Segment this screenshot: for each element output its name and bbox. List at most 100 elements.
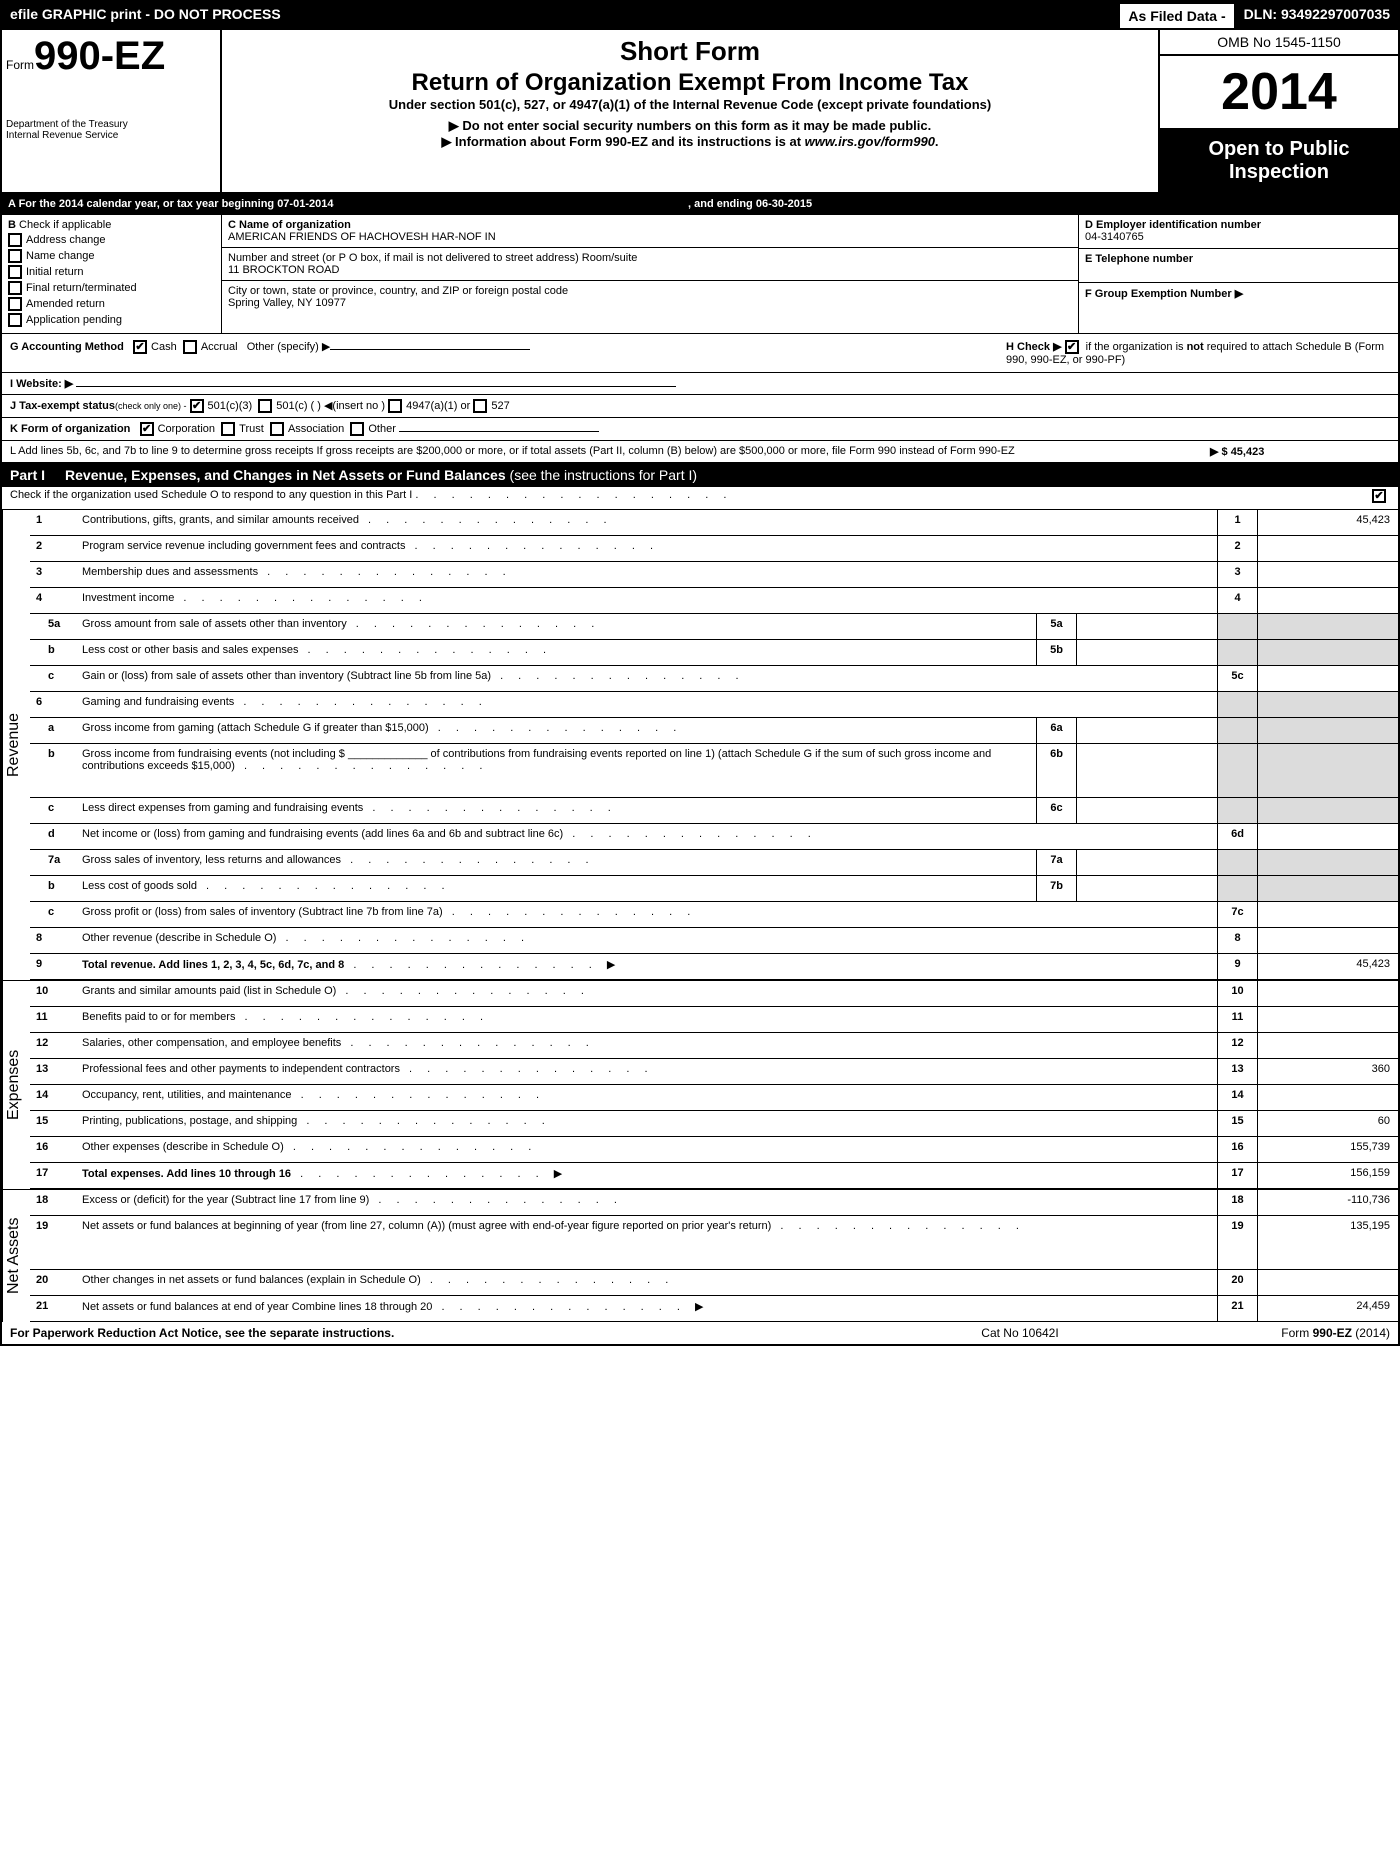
sub-num: 5a (1037, 614, 1077, 639)
sub-num: 6a (1037, 718, 1077, 743)
footer-mid: Cat No 10642I (870, 1326, 1170, 1340)
j-sub: (check only one) - (115, 401, 187, 411)
chk-other-org[interactable] (350, 422, 364, 436)
row-desc: Gaming and fundraising events . . . . . … (76, 692, 1217, 717)
table-row: 7aGross sales of inventory, less returns… (30, 850, 1398, 876)
right-num: 8 (1218, 928, 1258, 953)
chk-accrual[interactable] (183, 340, 197, 354)
right-box: 2124,459 (1217, 1296, 1398, 1321)
k-label: K Form of organization (10, 423, 130, 435)
chk-name[interactable] (8, 249, 22, 263)
header-middle: Short Form Return of Organization Exempt… (222, 30, 1158, 192)
lbl-final-return: Final return/terminated (26, 282, 137, 294)
right-box: 945,423 (1217, 954, 1398, 979)
form-prefix: Form (6, 58, 34, 72)
chk-4947[interactable] (388, 399, 402, 413)
row-desc: Contributions, gifts, grants, and simila… (76, 510, 1217, 535)
right-box: 14 (1217, 1085, 1398, 1110)
chk-pending[interactable] (8, 313, 22, 327)
h-not: not (1187, 341, 1204, 353)
row-number: 20 (30, 1270, 76, 1295)
irs-link[interactable]: www.irs.gov/form990 (805, 134, 935, 149)
right-val (1258, 666, 1398, 691)
lbl-application-pending: Application pending (26, 314, 122, 326)
h-label: H Check ▶ (1006, 341, 1062, 353)
row-desc: Gross profit or (loss) from sales of inv… (76, 902, 1217, 927)
chk-assoc[interactable] (270, 422, 284, 436)
sub-box: 7b (1036, 876, 1217, 901)
form-990ez-page: efile GRAPHIC print - DO NOT PROCESS As … (0, 0, 1400, 1346)
info-notice: ▶ Information about Form 990-EZ and its … (230, 134, 1150, 150)
sub-box: 7a (1036, 850, 1217, 875)
chk-corp[interactable] (140, 422, 154, 436)
dots: . . . . . . . . . . . . . . . . . . (415, 489, 732, 501)
right-box (1217, 798, 1398, 823)
table-row: cGain or (loss) from sale of assets othe… (30, 666, 1398, 692)
row-desc: Net assets or fund balances at end of ye… (76, 1296, 1217, 1321)
lbl-other-method: Other (specify) ▶ (247, 341, 331, 353)
right-box: 6d (1217, 824, 1398, 849)
chk-501c[interactable] (258, 399, 272, 413)
right-val (1258, 536, 1398, 561)
chk-initial[interactable] (8, 265, 22, 279)
right-val (1258, 614, 1398, 639)
footer-right: Form 990-EZ (2014) (1170, 1326, 1390, 1340)
right-val (1258, 1007, 1398, 1032)
open-line1: Open to Public (1164, 138, 1394, 161)
row-desc: Occupancy, rent, utilities, and maintena… (76, 1085, 1217, 1110)
sub-val (1077, 850, 1217, 875)
right-num (1218, 876, 1258, 901)
right-num: 3 (1218, 562, 1258, 587)
sub-box: 5a (1036, 614, 1217, 639)
right-val (1258, 902, 1398, 927)
org-name: AMERICAN FRIENDS OF HACHOVESH HAR-NOF IN (228, 231, 1072, 243)
right-num: 13 (1218, 1059, 1258, 1084)
chk-cash[interactable] (133, 340, 147, 354)
row-desc: Total expenses. Add lines 10 through 16 … (76, 1163, 1217, 1188)
right-num: 14 (1218, 1085, 1258, 1110)
row-desc: Net income or (loss) from gaming and fun… (76, 824, 1217, 849)
right-box: 18-110,736 (1217, 1190, 1398, 1215)
revenue-section: Revenue 1Contributions, gifts, grants, a… (2, 510, 1398, 980)
table-row: bGross income from fundraising events (n… (30, 744, 1398, 798)
chk-trust[interactable] (221, 422, 235, 436)
chk-schedule-b[interactable] (1065, 340, 1079, 354)
right-val (1258, 692, 1398, 717)
row-desc: Excess or (deficit) for the year (Subtra… (76, 1190, 1217, 1215)
right-num: 9 (1218, 954, 1258, 979)
row-number: 17 (30, 1163, 76, 1188)
lbl-4947: 4947(a)(1) or (406, 400, 470, 412)
right-num: 17 (1218, 1163, 1258, 1188)
row-number: d (30, 824, 76, 849)
tax-year: 2014 (1160, 56, 1398, 130)
right-val (1258, 562, 1398, 587)
lbl-501c3: 501(c)(3) (208, 400, 253, 412)
right-box: 7c (1217, 902, 1398, 927)
chk-schedule-o[interactable] (1372, 489, 1386, 503)
table-row: dNet income or (loss) from gaming and fu… (30, 824, 1398, 850)
k-form-org: K Form of organization Corporation Trust… (2, 418, 1398, 441)
table-row: cGross profit or (loss) from sales of in… (30, 902, 1398, 928)
row-number: 5a (30, 614, 76, 639)
lbl-name-change: Name change (26, 250, 95, 262)
chk-final[interactable] (8, 281, 22, 295)
table-row: aGross income from gaming (attach Schedu… (30, 718, 1398, 744)
sub-box: 6a (1036, 718, 1217, 743)
lbl-527: 527 (491, 400, 509, 412)
row-number: 12 (30, 1033, 76, 1058)
right-num: 20 (1218, 1270, 1258, 1295)
chk-501c3[interactable] (190, 399, 204, 413)
row-desc: Gross sales of inventory, less returns a… (76, 850, 1036, 875)
website-line (76, 386, 676, 387)
open-public: Open to Public Inspection (1160, 130, 1398, 192)
chk-527[interactable] (473, 399, 487, 413)
line-a-end: , and ending 06-30-2015 (688, 198, 812, 210)
lbl-other-org: Other (368, 423, 396, 435)
right-num: 21 (1218, 1296, 1258, 1321)
chk-address[interactable] (8, 233, 22, 247)
right-num: 6d (1218, 824, 1258, 849)
table-row: 19Net assets or fund balances at beginni… (30, 1216, 1398, 1270)
chk-amended[interactable] (8, 297, 22, 311)
right-box: 1560 (1217, 1111, 1398, 1136)
sub-num: 7a (1037, 850, 1077, 875)
